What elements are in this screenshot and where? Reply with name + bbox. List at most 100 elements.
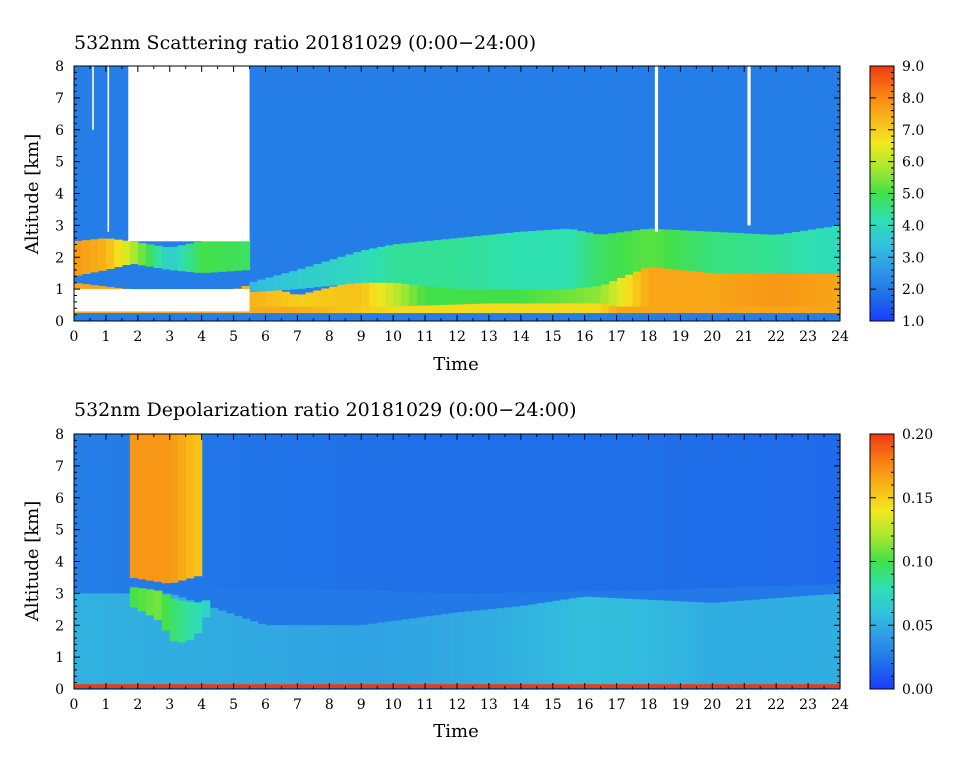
depolarization-cell xyxy=(417,684,426,688)
depolarization-cell xyxy=(409,618,418,686)
scattering-cell xyxy=(632,230,642,272)
scattering-y-axis-label: Altitude [km] xyxy=(22,134,43,256)
scattering-x-tick-label: 16 xyxy=(576,329,594,345)
depolarization-cell xyxy=(816,594,825,686)
scattering-cell xyxy=(808,229,817,274)
scattering-cell xyxy=(672,261,682,314)
depolarization-cell xyxy=(241,684,251,688)
scattering-cell xyxy=(648,260,658,314)
scattering-cell xyxy=(552,303,562,314)
depolarization-cell xyxy=(401,619,410,686)
depolarization-cell xyxy=(736,434,745,588)
scattering-cell xyxy=(816,228,825,274)
scattering-cell xyxy=(449,304,458,314)
scattering-cell xyxy=(664,229,674,269)
depolarization-cell xyxy=(425,434,434,593)
depolarization-cell xyxy=(632,684,642,688)
scattering-cell xyxy=(385,279,394,314)
scattering-colorbar-tick-label: 1.0 xyxy=(902,314,924,330)
depolarization-cell xyxy=(137,593,147,686)
scattering-panel: 532nm Scattering ratio 20181029 (0:00−24… xyxy=(22,32,924,375)
scattering-cell xyxy=(576,279,586,314)
scattering-cell xyxy=(496,279,506,314)
depolarization-x-tick-label: 2 xyxy=(133,697,142,713)
depolarization-cell xyxy=(816,434,825,585)
depolarization-cell xyxy=(249,684,259,688)
depolarization-cell xyxy=(752,599,761,686)
scattering-cell xyxy=(560,303,570,314)
depolarization-cell xyxy=(257,684,267,688)
scattering-cell xyxy=(544,229,554,290)
depolarization-cell xyxy=(457,612,466,686)
scattering-cell xyxy=(504,279,514,314)
depolarization-x-tick-label: 22 xyxy=(767,697,785,713)
scattering-x-tick-label: 15 xyxy=(544,329,562,345)
depolarization-cell xyxy=(329,684,338,688)
depolarization-cell xyxy=(464,434,474,594)
scattering-cell xyxy=(584,232,594,288)
scattering-cell xyxy=(409,305,418,314)
depolarization-cell xyxy=(217,610,227,686)
scattering-cell xyxy=(560,228,570,290)
depolarization-cell xyxy=(393,620,402,686)
depolarization-cell xyxy=(169,434,179,583)
depolarization-cell xyxy=(241,434,251,588)
scattering-cell xyxy=(720,306,729,314)
scattering-x-tick-label: 21 xyxy=(735,329,753,345)
depolarization-cell xyxy=(105,593,115,686)
depolarization-cell xyxy=(712,684,721,688)
depolarization-cell xyxy=(233,684,243,688)
depolarization-cell xyxy=(137,684,147,688)
depolarization-y-tick-label: 8 xyxy=(55,427,64,443)
scattering-cell xyxy=(640,229,650,269)
scattering-cell xyxy=(752,306,761,314)
scattering-cell xyxy=(185,243,195,272)
depolarization-cell xyxy=(401,434,410,592)
scattering-cell xyxy=(393,279,402,314)
scattering-cell xyxy=(792,306,801,314)
depolarization-cell xyxy=(353,625,362,686)
scattering-cell xyxy=(449,238,458,289)
scattering-cell xyxy=(265,277,275,291)
depolarization-cell xyxy=(480,684,490,688)
scattering-cell xyxy=(353,280,362,314)
scattering-cell xyxy=(552,279,562,314)
depolarization-cell xyxy=(457,684,466,688)
scattering-cell xyxy=(712,264,721,314)
scattering-x-tick-label: 24 xyxy=(831,329,849,345)
depolarization-cell xyxy=(824,684,833,688)
scattering-missing-data xyxy=(747,66,751,226)
scattering-cell xyxy=(720,232,729,274)
scattering-y-tick-label: 1 xyxy=(55,282,64,298)
depolarization-cell xyxy=(792,434,801,586)
depolarization-cell xyxy=(201,434,211,589)
depolarization-cell xyxy=(656,684,666,688)
depolarization-x-tick-label: 11 xyxy=(416,697,434,713)
depolarization-cell xyxy=(576,684,586,688)
depolarization-cell xyxy=(129,684,139,688)
depolarization-cell xyxy=(233,434,243,588)
depolarization-cell xyxy=(449,434,458,594)
scattering-cell xyxy=(760,234,769,274)
scattering-cell xyxy=(832,306,841,314)
depolarization-cell xyxy=(81,434,91,593)
depolarization-cell xyxy=(449,684,458,688)
depolarization-cell xyxy=(345,625,354,686)
depolarization-layer-surface-band xyxy=(74,684,841,688)
depolarization-cell xyxy=(472,610,482,686)
depolarization-cell xyxy=(720,684,729,688)
depolarization-colorbar-tick-label: 0.00 xyxy=(902,682,933,698)
depolarization-cell xyxy=(656,600,666,686)
depolarization-x-tick-label: 8 xyxy=(325,697,334,713)
scattering-cell xyxy=(441,279,450,314)
scattering-cell xyxy=(592,234,602,287)
scattering-cell xyxy=(457,279,466,314)
scattering-cell xyxy=(832,273,841,314)
scattering-missing-data xyxy=(92,66,94,130)
scattering-cell xyxy=(704,306,713,314)
depolarization-cell xyxy=(608,597,618,686)
depolarization-cell xyxy=(193,684,203,688)
scattering-layer-aerosol-layer xyxy=(249,225,841,293)
depolarization-cell xyxy=(337,684,346,688)
depolarization-cell xyxy=(528,434,538,593)
